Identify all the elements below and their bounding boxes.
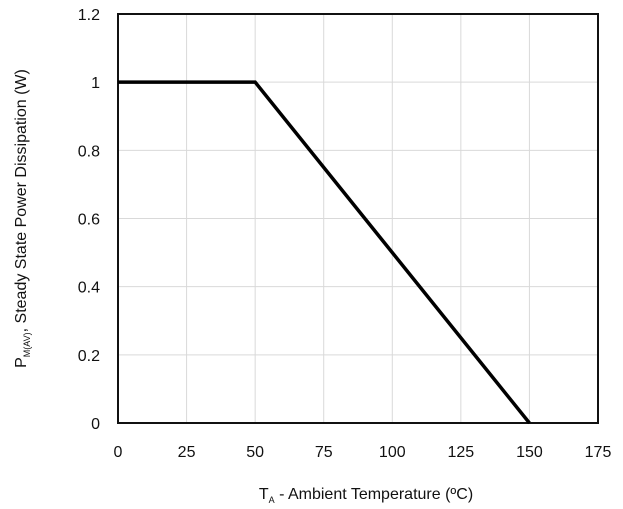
x-tick-label: 0	[114, 444, 123, 461]
x-tick-label: 150	[516, 444, 543, 461]
x-tick-label: 125	[448, 444, 475, 461]
y-tick-label: 0.4	[78, 280, 100, 297]
x-axis-label-subscript: A	[269, 495, 275, 505]
y-axis-label: PM(AV), Steady State Power Dissipation (…	[13, 69, 32, 368]
y-tick-label: 1.2	[78, 7, 100, 24]
x-tick-label: 100	[379, 444, 406, 461]
x-tick-label: 50	[246, 444, 264, 461]
y-tick-label: 1	[91, 75, 100, 92]
plot-frame	[117, 13, 599, 424]
y-axis-label-main: P	[13, 357, 30, 368]
y-tick-label: 0.6	[78, 212, 100, 229]
y-tick-label: 0	[91, 416, 100, 433]
y-tick-label: 0.8	[78, 143, 100, 160]
y-axis-label-subscript: M(AV)	[22, 332, 32, 357]
x-axis-label-rest: - Ambient Temperature (ºC)	[275, 486, 474, 503]
series-group	[118, 80, 531, 425]
x-tick-label: 175	[585, 444, 612, 461]
x-axis-label-main: T	[259, 486, 269, 503]
x-axis-label: TA - Ambient Temperature (ºC)	[259, 486, 473, 505]
axis-ticks: 0 25 50 75 100 125 150 175 0 0.2 0.4 0.6 0.8 1 1.2	[78, 7, 612, 461]
y-axis-label-rest: , Steady State Power Dissipation (W)	[13, 69, 30, 332]
series-line	[118, 80, 531, 425]
x-tick-label: 25	[178, 444, 196, 461]
x-tick-label: 75	[315, 444, 333, 461]
y-tick-label: 0.2	[78, 348, 100, 365]
grid	[118, 14, 598, 423]
